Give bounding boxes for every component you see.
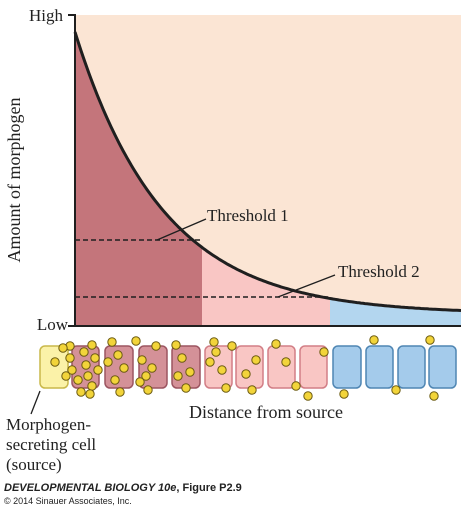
morphogen-molecule bbox=[339, 389, 349, 399]
cell-mid bbox=[299, 345, 328, 389]
cell-low bbox=[365, 345, 394, 389]
morphogen-molecule bbox=[227, 341, 237, 351]
morphogen-molecule bbox=[151, 341, 161, 351]
morphogen-molecule bbox=[291, 381, 301, 391]
morphogen-molecule bbox=[131, 336, 141, 346]
morphogen-molecule bbox=[93, 365, 103, 375]
source-cell bbox=[39, 345, 69, 389]
cell-low bbox=[332, 345, 362, 389]
morphogen-molecule bbox=[87, 381, 97, 391]
threshold-2-leader bbox=[277, 274, 336, 298]
morphogen-molecule bbox=[58, 343, 68, 353]
cell-row bbox=[39, 345, 457, 389]
morphogen-molecule bbox=[171, 340, 181, 350]
y-axis-title: Amount of morphogen bbox=[4, 98, 24, 263]
caption-copyright: © 2014 Sinauer Associates, Inc. bbox=[4, 496, 132, 506]
cell-high bbox=[171, 345, 201, 389]
morphogen-molecule bbox=[173, 371, 183, 381]
morphogen-molecule bbox=[61, 371, 71, 381]
morphogen-molecule bbox=[110, 375, 120, 385]
morphogen-molecule bbox=[141, 371, 151, 381]
morphogen-molecule bbox=[87, 340, 97, 350]
morphogen-molecule bbox=[247, 385, 257, 395]
morphogen-molecule bbox=[85, 389, 95, 399]
y-axis-high-label: High bbox=[29, 6, 64, 25]
morphogen-molecule bbox=[181, 383, 191, 393]
morphogen-molecule bbox=[81, 360, 91, 370]
morphogen-molecule bbox=[177, 353, 187, 363]
morphogen-molecule bbox=[50, 357, 60, 367]
threshold-1-label: Threshold 1 bbox=[207, 206, 289, 225]
cell-mid bbox=[267, 345, 296, 389]
morphogen-molecule bbox=[303, 391, 313, 401]
morphogen-molecule bbox=[281, 357, 291, 367]
morphogen-molecule bbox=[209, 337, 219, 347]
morphogen-molecule bbox=[76, 387, 86, 397]
morphogen-molecule bbox=[65, 353, 75, 363]
morphogen-molecule bbox=[425, 335, 435, 345]
morphogen-molecule bbox=[113, 350, 123, 360]
morphogen-molecule bbox=[115, 387, 125, 397]
morphogen-molecules bbox=[50, 335, 439, 401]
morphogen-molecule bbox=[251, 355, 261, 365]
source-label-line-1: Morphogen- bbox=[6, 415, 91, 434]
cell-low bbox=[397, 345, 426, 389]
caption-figure: , Figure P2.9 bbox=[176, 482, 241, 494]
morphogen-molecule bbox=[319, 347, 329, 357]
morphogen-molecule bbox=[217, 365, 227, 375]
morphogen-molecule bbox=[241, 369, 251, 379]
threshold-1-leader bbox=[156, 218, 207, 241]
morphogen-curve bbox=[73, 31, 461, 312]
morphogen-molecule bbox=[143, 385, 153, 395]
x-axis-title: Distance from source bbox=[189, 402, 343, 422]
morphogen-molecule bbox=[147, 363, 157, 373]
morphogen-molecule bbox=[79, 347, 89, 357]
morphogen-molecule bbox=[119, 363, 129, 373]
caption-book: DEVELOPMENTAL BIOLOGY 10e bbox=[4, 482, 176, 494]
morphogen-molecule bbox=[271, 339, 281, 349]
morphogen-molecule bbox=[221, 383, 231, 393]
cell-mid bbox=[235, 345, 264, 389]
morphogen-molecule bbox=[185, 367, 195, 377]
source-label-line-2: secreting cell bbox=[6, 435, 96, 454]
y-axis-low-label: Low bbox=[37, 315, 69, 334]
morphogen-molecule bbox=[73, 375, 83, 385]
cell-low bbox=[428, 345, 457, 389]
morphogen-molecule bbox=[137, 355, 147, 365]
morphogen-molecule bbox=[211, 347, 221, 357]
source-label-line-3: (source) bbox=[6, 455, 62, 474]
morphogen-molecule bbox=[391, 385, 401, 395]
morphogen-molecule bbox=[429, 391, 439, 401]
morphogen-molecule bbox=[103, 357, 113, 367]
morphogen-molecule bbox=[107, 337, 117, 347]
morphogen-molecule bbox=[369, 335, 379, 345]
morphogen-molecule bbox=[67, 365, 77, 375]
morphogen-molecule bbox=[205, 357, 215, 367]
threshold-2-label: Threshold 2 bbox=[338, 262, 420, 281]
morphogen-molecule bbox=[135, 377, 145, 387]
source-leader bbox=[30, 390, 41, 415]
figure-caption: DEVELOPMENTAL BIOLOGY 10e, Figure P2.9 bbox=[4, 482, 242, 494]
morphogen-molecule bbox=[90, 353, 100, 363]
morphogen-molecule bbox=[83, 371, 93, 381]
